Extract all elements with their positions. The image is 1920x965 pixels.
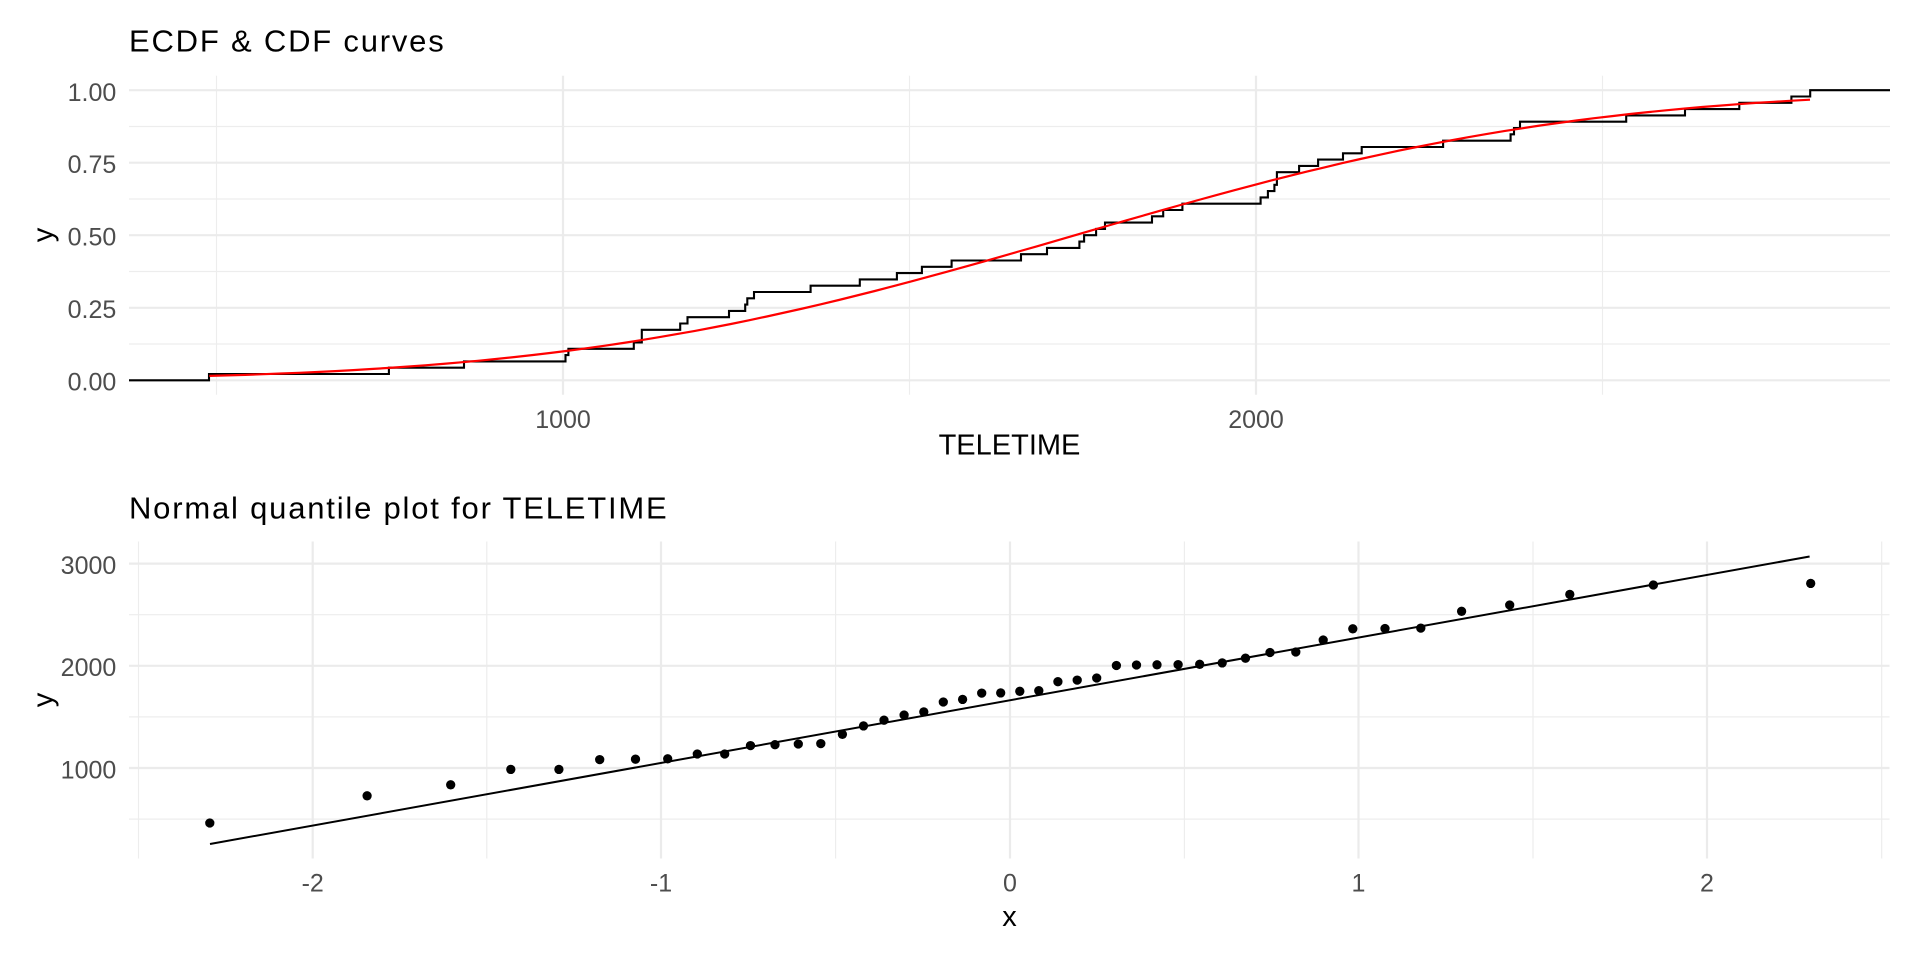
svg-text:1.00: 1.00 <box>68 79 117 107</box>
svg-text:-2: -2 <box>302 869 324 897</box>
svg-text:x: x <box>1002 901 1017 933</box>
svg-text:0.00: 0.00 <box>68 369 117 397</box>
svg-text:-1: -1 <box>650 869 672 897</box>
svg-text:y: y <box>28 692 60 707</box>
svg-text:TELETIME: TELETIME <box>939 430 1081 462</box>
svg-text:1000: 1000 <box>61 756 117 784</box>
svg-text:ECDF & CDF curves: ECDF & CDF curves <box>129 24 446 59</box>
svg-text:2: 2 <box>1700 869 1714 897</box>
svg-text:y: y <box>28 227 60 242</box>
svg-text:1000: 1000 <box>535 406 591 434</box>
svg-text:1: 1 <box>1352 869 1366 897</box>
svg-text:0.25: 0.25 <box>68 296 117 324</box>
svg-text:0.50: 0.50 <box>68 224 117 252</box>
svg-text:3000: 3000 <box>61 552 117 580</box>
svg-text:0: 0 <box>1003 869 1017 897</box>
svg-text:0.75: 0.75 <box>68 151 117 179</box>
svg-text:2000: 2000 <box>1228 406 1284 434</box>
svg-text:2000: 2000 <box>61 654 117 682</box>
svg-text:Normal quantile plot for TELET: Normal quantile plot for TELETIME <box>129 491 669 526</box>
